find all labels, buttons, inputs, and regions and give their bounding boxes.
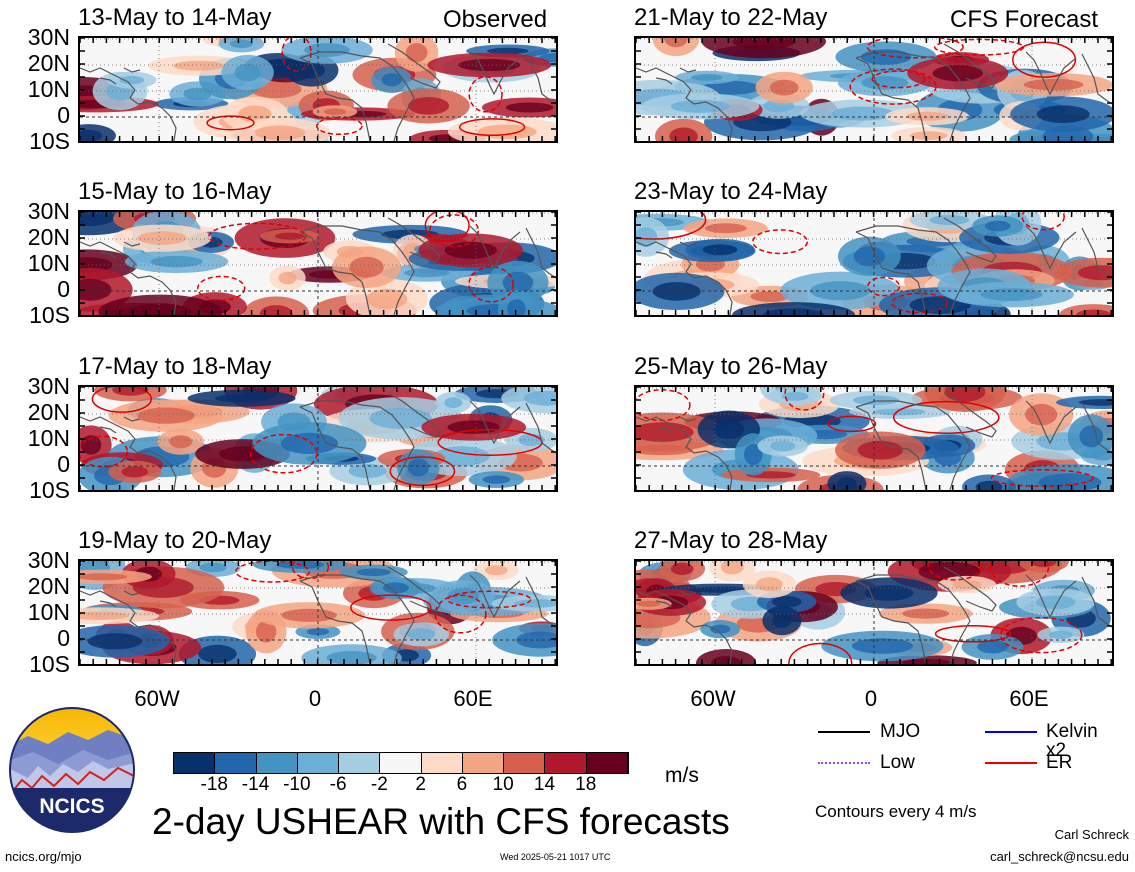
lon-label: 60W: [134, 686, 180, 711]
lat-label: 10N: [27, 76, 70, 102]
panel-title: 13-May to 14-May: [78, 4, 272, 31]
colorbar-tick-label: 2: [415, 774, 426, 795]
lat-label: 10S: [29, 477, 70, 503]
lon-label: 60E: [453, 686, 493, 711]
lat-label: 30N: [27, 547, 70, 573]
map-panel-observed-1: [78, 36, 558, 143]
panel-title: 23-May to 24-May: [634, 178, 828, 205]
colorbar-swatch: [297, 753, 340, 773]
observed-column-label: Observed: [443, 6, 548, 33]
lat-label: 10S: [29, 302, 70, 328]
legend-label-er: ER: [1046, 752, 1073, 773]
legend-label-kelvin: Kelvin x2: [1046, 721, 1098, 761]
colorbar-swatch: [545, 753, 587, 773]
lat-label: 0: [57, 451, 70, 477]
footer-author: Carl Schreck: [1054, 827, 1129, 842]
lat-label: 20N: [27, 573, 70, 599]
lat-label: 20N: [27, 50, 70, 76]
footer-email[interactable]: carl_schreck@ncsu.edu: [990, 849, 1129, 864]
colorbar-tick-label: -18: [200, 774, 228, 795]
colorbar-tick-label: 14: [533, 774, 556, 795]
lat-label: 10N: [27, 425, 70, 451]
map-panel-forecast-4: [634, 559, 1114, 666]
colorbar-swatch: [215, 753, 257, 773]
ncics-logo: NCICS: [8, 706, 136, 834]
colorbar: [173, 752, 629, 774]
colorbar-swatch: [174, 753, 216, 773]
lat-label: 20N: [27, 224, 70, 250]
colorbar-tick-label: -10: [283, 774, 311, 795]
lat-label: 0: [57, 625, 70, 651]
colorbar-units: m/s: [665, 764, 699, 787]
map-panel-observed-4: [78, 559, 558, 666]
lat-label: 30N: [27, 24, 70, 50]
lat-label: 30N: [27, 373, 70, 399]
logo-text: NCICS: [39, 795, 104, 818]
colorbar-swatch: [256, 753, 298, 773]
colorbar-swatch: [504, 753, 546, 773]
lat-label: 20N: [27, 399, 70, 425]
kelvin-line-swatch: [985, 731, 1037, 733]
panel-title: 15-May to 16-May: [78, 178, 272, 205]
lon-label: 0: [864, 686, 878, 711]
lat-label: 0: [57, 102, 70, 128]
panel-title: 21-May to 22-May: [634, 4, 828, 31]
low-line-swatch: [818, 762, 870, 764]
colorbar-swatch: [380, 753, 422, 773]
colorbar-tick-label: 10: [492, 774, 514, 795]
panel-title: 17-May to 18-May: [78, 353, 272, 380]
legend-label-low: Low: [880, 752, 915, 773]
colorbar-swatch: [421, 753, 463, 773]
colorbar-swatch: [462, 753, 505, 773]
colorbar-tick-label: 6: [456, 774, 468, 795]
forecast-column-label: CFS Forecast: [950, 6, 1099, 33]
panel-title: 25-May to 26-May: [634, 353, 828, 380]
mjo-line-swatch: [818, 731, 870, 733]
map-panel-observed-2: [78, 210, 558, 317]
lat-label: 0: [57, 276, 70, 302]
lat-label: 10S: [29, 651, 70, 677]
contour-note: Contours every 4 m/s: [815, 802, 977, 821]
figure-title: 2-day USHEAR with CFS forecasts: [152, 801, 730, 842]
map-panel-observed-3: [78, 385, 558, 492]
panel-title: 19-May to 20-May: [78, 527, 272, 554]
legend-label-mjo: MJO: [880, 721, 921, 742]
panel-title: 27-May to 28-May: [634, 527, 828, 554]
colorbar-tick-label: -6: [329, 774, 347, 795]
colorbar-tick-label: 18: [575, 774, 597, 795]
colorbar-tick-label: -14: [241, 774, 270, 795]
er-line-swatch: [985, 762, 1037, 764]
lat-label: 10S: [29, 128, 70, 154]
map-panel-forecast-3: [634, 385, 1114, 492]
lon-label: 60E: [1009, 686, 1049, 711]
lon-label: 0: [308, 686, 322, 711]
colorbar-swatch: [339, 753, 381, 773]
footer-timestamp: Wed 2025-05-21 1017 UTC: [500, 852, 611, 862]
footer-url[interactable]: ncics.org/mjo: [5, 849, 82, 864]
map-panel-forecast-2: [634, 210, 1114, 317]
colorbar-tick-label: -2: [370, 774, 388, 795]
colorbar-swatch: [586, 753, 628, 773]
lon-label: 60W: [690, 686, 736, 711]
map-panel-forecast-1: [634, 36, 1114, 143]
lat-label: 10N: [27, 599, 70, 625]
lat-label: 30N: [27, 198, 70, 224]
lat-label: 10N: [27, 250, 70, 276]
